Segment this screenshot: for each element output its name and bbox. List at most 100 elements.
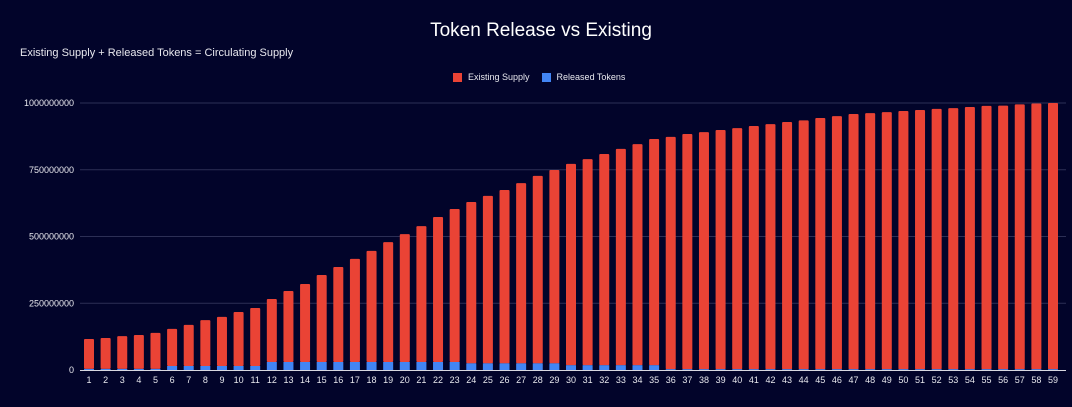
bar-released-tokens: [482, 363, 493, 370]
bar-released-tokens: [1014, 369, 1025, 370]
bar-released-tokens: [998, 369, 1009, 370]
bar-released-tokens: [283, 361, 294, 370]
bar-released-tokens: [682, 369, 693, 370]
bar-existing-supply: [532, 175, 543, 364]
bar-existing-supply: [815, 117, 826, 370]
x-tick-label: 26: [500, 375, 510, 385]
bar-existing-supply: [84, 339, 94, 369]
x-tick-label: 19: [383, 375, 393, 385]
bar-existing-supply: [915, 109, 926, 370]
x-tick-label: 51: [915, 375, 925, 385]
bar-released-tokens: [848, 369, 859, 370]
x-tick-label: 50: [898, 375, 908, 385]
bar-released-tokens: [349, 361, 360, 370]
bar-existing-supply: [250, 308, 261, 366]
legend-item-existing-supply[interactable]: Existing Supply: [453, 72, 530, 82]
bar-existing-supply: [316, 274, 327, 362]
bar-existing-supply: [715, 129, 726, 370]
bar-existing-supply: [383, 242, 394, 362]
x-tick-label: 33: [616, 375, 626, 385]
bar-released-tokens: [582, 365, 593, 370]
bar-existing-supply: [1031, 103, 1042, 370]
bar-released-tokens: [948, 369, 959, 370]
bar-released-tokens: [632, 365, 643, 370]
bar-released-tokens: [300, 361, 311, 370]
x-tick-label: 15: [317, 375, 327, 385]
bar-released-tokens: [815, 369, 826, 370]
bar-released-tokens: [316, 361, 327, 370]
x-tick-label: 56: [998, 375, 1008, 385]
bar-existing-supply: [765, 124, 776, 370]
x-tick-label: 54: [965, 375, 975, 385]
x-tick-label: 8: [203, 375, 208, 385]
bar-existing-supply: [266, 298, 277, 362]
x-tick-label: 57: [1015, 375, 1025, 385]
bar-existing-supply: [831, 116, 842, 370]
bar-released-tokens: [881, 369, 892, 370]
chart-subtitle: Existing Supply + Released Tokens = Circ…: [20, 47, 294, 59]
x-tick-label: 42: [765, 375, 775, 385]
y-tick-label: 250000000: [29, 298, 74, 308]
bar-existing-supply: [948, 108, 959, 370]
x-tick-label: 58: [1031, 375, 1041, 385]
bar-released-tokens: [831, 369, 842, 370]
bar-released-tokens: [433, 361, 444, 370]
bar-released-tokens: [499, 363, 510, 370]
x-tick-label: 48: [865, 375, 875, 385]
bar-released-tokens: [183, 365, 194, 370]
x-tick-label: 41: [749, 375, 759, 385]
bar-existing-supply: [549, 170, 560, 364]
x-tick-label: 28: [533, 375, 543, 385]
bar-released-tokens: [931, 369, 942, 370]
x-tick-label: 44: [799, 375, 809, 385]
bar-released-tokens: [898, 369, 909, 370]
x-tick-label: 23: [450, 375, 460, 385]
x-tick-label: 55: [982, 375, 992, 385]
legend-label: Existing Supply: [468, 72, 530, 82]
bar-released-tokens: [532, 363, 543, 370]
bar-existing-supply: [848, 113, 859, 370]
bar-existing-supply: [582, 159, 593, 366]
x-tick-label: 20: [400, 375, 410, 385]
x-tick-label: 36: [666, 375, 676, 385]
x-tick-label: 38: [699, 375, 709, 385]
bar-released-tokens: [649, 365, 660, 370]
x-tick-label: 5: [153, 375, 158, 385]
bar-existing-supply: [216, 316, 227, 366]
bar-existing-supply: [482, 195, 493, 364]
bar-released-tokens: [698, 369, 709, 370]
x-tick-label: 53: [948, 375, 958, 385]
bar-existing-supply: [200, 320, 211, 366]
x-tick-label: 14: [300, 375, 310, 385]
bar-released-tokens: [1048, 369, 1058, 370]
bar-existing-supply: [599, 153, 610, 366]
bar-released-tokens: [383, 361, 394, 370]
bar-released-tokens: [798, 369, 809, 370]
x-tick-label: 1: [86, 375, 91, 385]
x-tick-label: 3: [120, 375, 125, 385]
bar-existing-supply: [665, 136, 676, 370]
bar-existing-supply: [981, 105, 992, 370]
x-tick-label: 24: [466, 375, 476, 385]
x-tick-label: 37: [682, 375, 692, 385]
y-tick-label: 500000000: [29, 232, 74, 242]
bar-existing-supply: [167, 328, 178, 366]
x-tick-label: 52: [932, 375, 942, 385]
bar-released-tokens: [964, 369, 975, 370]
bar-existing-supply: [1014, 104, 1025, 370]
bar-existing-supply: [649, 139, 660, 366]
bar-released-tokens: [915, 369, 926, 370]
bar-released-tokens: [566, 365, 576, 370]
legend-swatch-released: [541, 72, 551, 82]
bar-existing-supply: [1048, 103, 1058, 370]
bar-released-tokens: [782, 369, 793, 370]
bar-existing-supply: [748, 125, 759, 370]
bar-released-tokens: [449, 361, 460, 370]
bar-released-tokens: [549, 363, 560, 370]
bar-existing-supply: [433, 217, 444, 362]
y-tick-label: 750000000: [29, 165, 74, 175]
legend-item-released-tokens[interactable]: Released Tokens: [541, 72, 625, 82]
bar-existing-supply: [798, 120, 809, 370]
chart-title: Token Release vs Existing: [430, 20, 652, 41]
bar-released-tokens: [516, 363, 527, 370]
